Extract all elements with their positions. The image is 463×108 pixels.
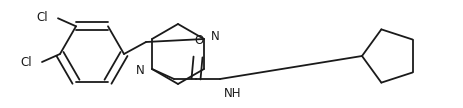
Text: Cl: Cl xyxy=(36,11,48,24)
Text: NH: NH xyxy=(224,87,241,100)
Text: O: O xyxy=(194,34,203,47)
Text: N: N xyxy=(211,30,219,44)
Text: N: N xyxy=(136,64,145,78)
Text: Cl: Cl xyxy=(20,56,32,70)
